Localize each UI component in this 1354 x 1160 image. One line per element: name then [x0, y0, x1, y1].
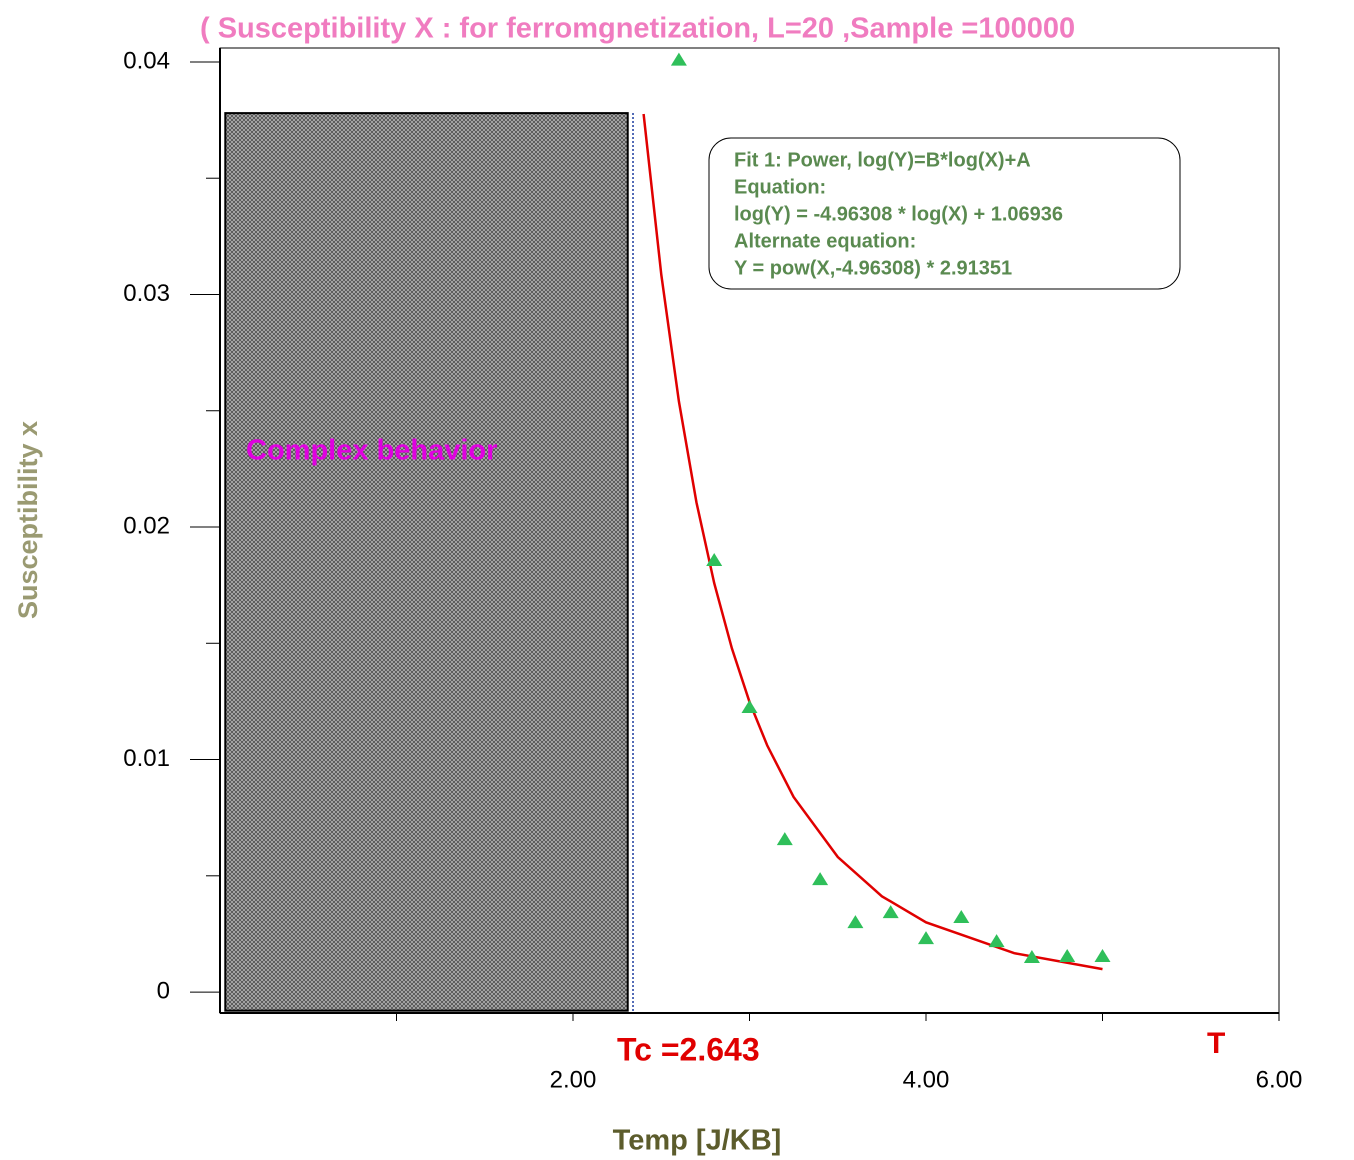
y-tick-label: 0.02 — [123, 512, 170, 539]
chart-title: ( Susceptibility X : for ferromgnetizati… — [200, 13, 1075, 45]
x-tick-label: 6.00 — [1256, 1066, 1303, 1093]
tc-label: Tc =2.643 — [617, 1031, 760, 1067]
point — [670, 52, 687, 66]
point — [847, 915, 864, 929]
x-axis-label: Temp [J/KB] — [613, 1125, 782, 1157]
fit-curve — [642, 113, 1103, 971]
y-tick-label: 0.04 — [123, 47, 170, 74]
point — [1059, 949, 1076, 963]
point — [988, 934, 1005, 948]
y-axis-label: Susceptibility x — [13, 421, 43, 619]
point — [706, 553, 723, 567]
point — [812, 872, 829, 886]
shaded-region — [224, 112, 629, 1012]
fit-box-line: Alternate equation: — [734, 230, 916, 252]
point — [953, 909, 970, 923]
point — [1023, 949, 1040, 963]
point — [776, 832, 793, 846]
fit-box-line: Fit 1: Power, log(Y)=B*log(X)+A — [734, 149, 1031, 171]
point — [1094, 949, 1111, 963]
y-tick-label: 0.03 — [123, 280, 170, 307]
x-tick-label: 4.00 — [903, 1066, 950, 1093]
y-tick-label: 0.01 — [123, 745, 170, 772]
t-label: T — [1207, 1027, 1225, 1060]
region-label: Complex behavior — [246, 435, 497, 467]
point — [918, 931, 934, 945]
fit-box-line: Equation: — [734, 176, 826, 198]
fit-box-line: log(Y) = -4.96308 * log(X) + 1.06936 — [734, 203, 1063, 225]
fit-box-line: Y = pow(X,-4.96308) * 2.91351 — [734, 257, 1012, 279]
point — [741, 699, 758, 713]
fit-box — [708, 137, 1181, 290]
x-tick-label: 2.00 — [550, 1066, 597, 1093]
y-tick-label: 0 — [157, 977, 170, 1004]
point — [882, 905, 899, 919]
